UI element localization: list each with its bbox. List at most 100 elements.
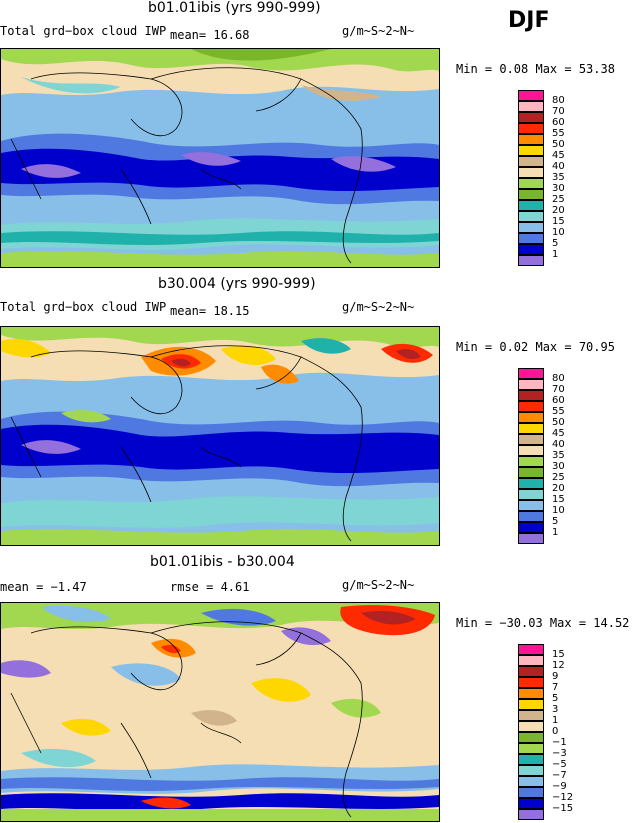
- panel-2-mean: mean= 18.15: [170, 304, 250, 318]
- panel-3-colorbar-swatch: [518, 798, 544, 809]
- panel-1-colorbar-swatch: [518, 101, 544, 112]
- panel-2-colorbar-label: 5: [552, 516, 559, 527]
- panel-1-colorbar-swatch: [518, 90, 544, 101]
- panel-1-colorbar-swatch: [518, 145, 544, 156]
- panel-2-colorbar-swatch: [518, 478, 544, 489]
- panel-1-colorbar-swatch: [518, 156, 544, 167]
- panel-2-colorbar-label: 55: [552, 406, 565, 417]
- panel-3-colorbar-label: 1: [552, 715, 559, 726]
- panel-2-title: b30.004 (yrs 990-999): [158, 276, 316, 292]
- panel-3-colorbar-label: 9: [552, 671, 559, 682]
- panel-3-colorbar-label: 7: [552, 682, 559, 693]
- panel-3-colorbar-swatch: [518, 754, 544, 765]
- panel-1-colorbar-label: 1: [552, 249, 559, 260]
- panel-2-units: g/m~S~2~N~: [342, 300, 415, 314]
- season-label: DJF: [508, 8, 550, 33]
- panel-1-colorbar-label: 60: [552, 117, 565, 128]
- panel-1-colorbar-label: 55: [552, 128, 565, 139]
- panel-3-colorbar-swatch: [518, 677, 544, 688]
- panel-2-colorbar-label: 30: [552, 461, 565, 472]
- panel-3-colorbar-swatch: [518, 688, 544, 699]
- panel-3-colorbar-swatch: [518, 655, 544, 666]
- panel-2-colorbar-swatch: [518, 401, 544, 412]
- panel-3-colorbar-label: 3: [552, 704, 559, 715]
- panel-1-colorbar-label: 25: [552, 194, 565, 205]
- panel-1-colorbar-swatch: [518, 189, 544, 200]
- panel-2-colorbar-swatch: [518, 390, 544, 401]
- panel-3-colorbar-swatch: [518, 644, 544, 655]
- panel-2-minmax: Min = 0.02 Max = 70.95: [456, 340, 615, 354]
- panel-3-colorbar-label: 12: [552, 660, 565, 671]
- panel-1-colorbar-label: 40: [552, 161, 565, 172]
- panel-3-colorbar-swatch: [518, 721, 544, 732]
- panel-1-colorbar-swatch: [518, 123, 544, 134]
- panel-2-colorbar: 80 70 60 55 50 45 40 35 30 25 20 15 10 5…: [518, 368, 588, 544]
- panel-3-title: b01.01ibis - b30.004: [150, 554, 295, 570]
- panel-1-field-label: Total grd−box cloud IWP: [0, 24, 167, 38]
- panel-2-colorbar-swatch: [518, 511, 544, 522]
- panel-2-colorbar-label: 45: [552, 428, 565, 439]
- panel-3-map: [0, 602, 440, 822]
- panel-1-colorbar-label: 15: [552, 216, 565, 227]
- panel-3-colorbar-swatch: [518, 776, 544, 787]
- panel-3-colorbar-swatch: [518, 809, 544, 820]
- panel-1-units: g/m~S~2~N~: [342, 24, 415, 38]
- panel-2-colorbar-label: 70: [552, 384, 565, 395]
- panel-2-colorbar-swatch: [518, 434, 544, 445]
- panel-3-minmax: Min = −30.03 Max = 14.52: [456, 616, 630, 630]
- panel-2-colorbar-label: 40: [552, 439, 565, 450]
- panel-3-contour-field: [1, 603, 439, 821]
- panel-1-colorbar-swatch: [518, 222, 544, 233]
- panel-2-colorbar-swatch: [518, 500, 544, 511]
- panel-3-colorbar-swatch: [518, 710, 544, 721]
- panel-2-colorbar-label: 60: [552, 395, 565, 406]
- panel-1-colorbar-label: 30: [552, 183, 565, 194]
- panel-3-colorbar-label: −5: [552, 759, 567, 770]
- panel-2-colorbar-label: 25: [552, 472, 565, 483]
- panel-2-colorbar-label: 10: [552, 505, 565, 516]
- panel-2-colorbar-swatch: [518, 522, 544, 533]
- panel-3-colorbar-label: −12: [552, 792, 574, 803]
- panel-1-colorbar-label: 5: [552, 238, 559, 249]
- panel-1-colorbar-label: 50: [552, 139, 565, 150]
- panel-3-colorbar-label: −1: [552, 737, 567, 748]
- panel-1-minmax: Min = 0.08 Max = 53.38: [456, 62, 615, 76]
- panel-3-colorbar-swatch: [518, 743, 544, 754]
- panel-2-colorbar-label: 15: [552, 494, 565, 505]
- panel-3-colorbar-swatch: [518, 699, 544, 710]
- panel-2-field-label: Total grd−box cloud IWP: [0, 300, 167, 314]
- panel-2-colorbar-swatch: [518, 423, 544, 434]
- panel-1-colorbar-label: 45: [552, 150, 565, 161]
- panel-2-map: [0, 326, 440, 546]
- panel-3-colorbar-swatch: [518, 666, 544, 677]
- panel-1-colorbar-label: 20: [552, 205, 565, 216]
- panel-3-colorbar-swatch: [518, 765, 544, 776]
- panel-3-mean: mean = −1.47: [0, 580, 87, 594]
- panel-3-colorbar-label: 0: [552, 726, 559, 737]
- panel-2-colorbar-swatch: [518, 533, 544, 544]
- panel-1-colorbar-swatch: [518, 244, 544, 255]
- panel-1-contour-field: [1, 49, 439, 267]
- panel-1-colorbar-swatch: [518, 167, 544, 178]
- panel-1-title: b01.01ibis (yrs 990-999): [148, 0, 321, 16]
- panel-3-colorbar: 15 12 9 7 5 3 1 0 −1 −3 −5 −7 −9 −12 −15: [518, 644, 588, 820]
- panel-1-colorbar-swatch: [518, 134, 544, 145]
- panel-2-colorbar-label: 80: [552, 373, 565, 384]
- panel-2-colorbar-label: 1: [552, 527, 559, 538]
- panel-2-colorbar-swatch: [518, 456, 544, 467]
- panel-2-colorbar-swatch: [518, 412, 544, 423]
- panel-2-colorbar-label: 50: [552, 417, 565, 428]
- panel-3-colorbar-label: −9: [552, 781, 567, 792]
- panel-1-colorbar-swatch: [518, 233, 544, 244]
- panel-3-colorbar-label: 15: [552, 649, 565, 660]
- panel-1-colorbar-swatch: [518, 255, 544, 266]
- panel-2-colorbar-label: 20: [552, 483, 565, 494]
- panel-3-colorbar-label: −7: [552, 770, 567, 781]
- panel-1-mean: mean= 16.68: [170, 28, 250, 42]
- panel-3-colorbar-swatch: [518, 787, 544, 798]
- panel-2-colorbar-swatch: [518, 489, 544, 500]
- panel-1-colorbar-label: 70: [552, 106, 565, 117]
- panel-2-colorbar-label: 35: [552, 450, 565, 461]
- panel-3-colorbar-label: −15: [552, 803, 574, 814]
- panel-1-colorbar: 80 70 60 55 50 45 40 35 30 25 20 15 10 5…: [518, 90, 588, 266]
